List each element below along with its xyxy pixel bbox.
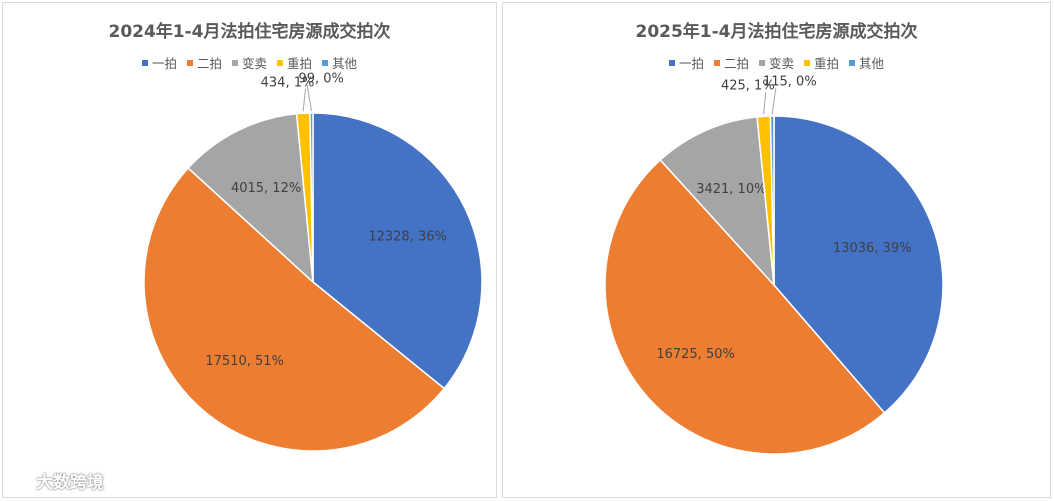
pie-slice-1 [312,112,483,390]
data-label: 3421, 10% [696,182,766,197]
pie-slice-5 [309,112,314,283]
data-label: 434, 1% [261,75,315,90]
legend-swatch [322,59,329,66]
data-label: 16725, 50% [656,347,735,362]
legend-label: 其他 [332,56,358,71]
legend-label: 二拍 [723,56,749,71]
legend-label: 一拍 [151,56,177,71]
legend-label: 二拍 [196,56,222,71]
legend-entry: 二拍 [186,53,222,72]
legend-swatch [231,59,238,66]
pie-chart: 13036, 39% 16725, 50% 3421, 10% 425, 1%115,… [604,75,944,455]
legend-label: 重拍 [814,56,840,71]
data-label: 17510, 51% [205,354,284,369]
data-label: 13036, 39% [833,241,912,256]
legend-label: 重拍 [287,56,313,71]
watermark: 大数跨境 [10,468,104,493]
chart-panel-2024: 2024年1-4月法拍住宅房源成交拍次 一拍 二拍 变卖 重拍 其他 12328, 36… [2,2,497,498]
legend-entry: 一拍 [668,53,704,72]
pie-slice-5 [769,115,775,286]
legend-swatch [758,59,765,66]
legend-entry: 重拍 [277,53,312,72]
watermark-logo-icon [10,473,31,488]
legend-swatch [849,59,856,66]
legend-swatch [713,59,720,66]
pie-slice-3 [659,116,775,288]
chart-panel-2025: 2025年1-4月法拍住宅房源成交拍次 一拍 二拍 变卖 重拍 其他 13036, 39… [502,2,1051,498]
legend-entry: 其他 [322,53,357,72]
pie-slice-2 [604,158,886,455]
leader-line [302,88,306,112]
pie-chart: 12328, 36% 17510, 51% 4015, 12% 434, 1%99, … [143,72,483,452]
legend-entry: 变卖 [231,53,267,72]
pie-slice-1 [773,115,944,414]
watermark-text: 大数跨境 [36,473,104,493]
data-label: 4015, 12% [231,181,301,196]
legend-swatch [277,59,283,66]
data-label: 12328, 36% [368,229,447,244]
data-label: 99, 0% [298,72,343,87]
leader-line [306,85,312,112]
legend-swatch [186,59,193,66]
legend: 一拍 二拍 变卖 重拍 其他 [3,53,496,72]
legend-swatch [804,59,810,66]
legend-entry: 二拍 [713,53,749,72]
legend-entry: 重拍 [804,53,839,72]
legend-label: 变卖 [241,56,267,71]
pie-slice-2 [143,167,446,452]
data-label: 425, 1% [721,78,775,93]
data-label: 115, 0% [763,75,817,90]
chart-title: 2024年1-4月法拍住宅房源成交拍次 [108,22,391,42]
legend-entry: 变卖 [758,53,794,72]
legend-swatch [141,59,148,66]
legend-label: 一拍 [678,56,704,71]
pie-slice-3 [187,112,314,284]
legend: 一拍 二拍 变卖 重拍 其他 [503,53,1050,72]
legend-entry: 其他 [849,53,884,72]
legend-label: 其他 [859,56,885,71]
chart-title: 2025年1-4月法拍住宅房源成交拍次 [635,22,918,42]
legend-label: 变卖 [768,56,794,71]
leader-line [771,88,777,115]
legend-entry: 一拍 [141,53,177,72]
legend-swatch [668,59,675,66]
leader-line [763,91,767,115]
